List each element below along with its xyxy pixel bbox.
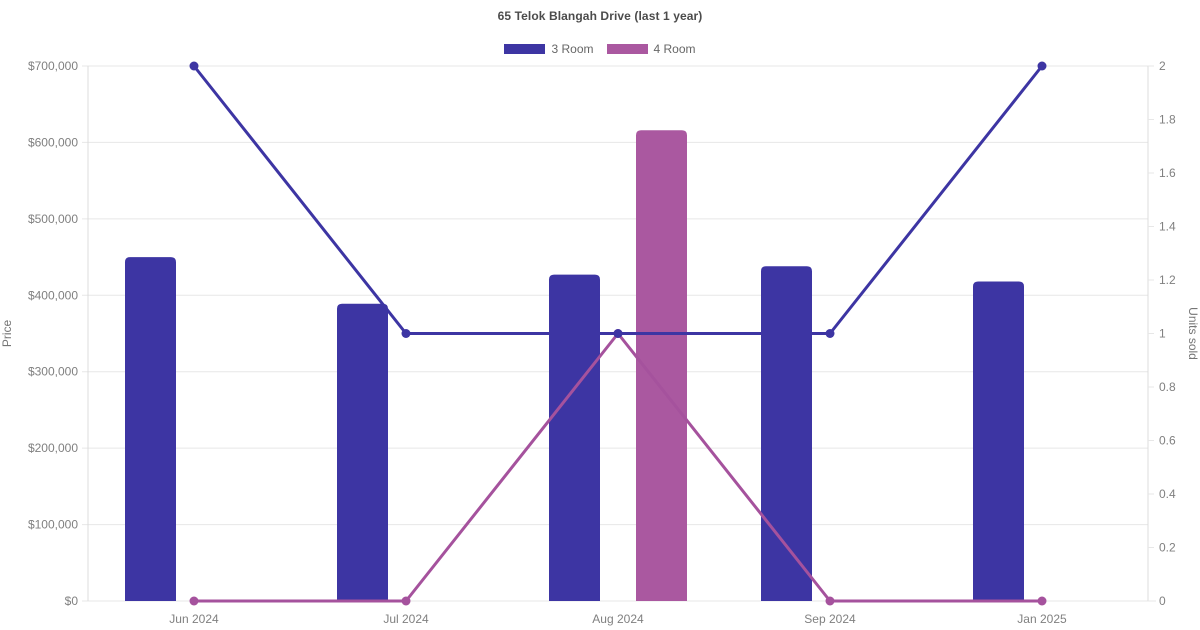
units-line-4-room [194,332,1042,603]
right-axis-tick-label: 2 [1159,59,1166,73]
price-bar-3-room[interactable] [761,266,812,601]
right-axis-tick-label: 0.8 [1159,380,1176,394]
axis-labels-layer: $0 $100,000 $200,000 $300,000 $400,000 $500,0… [28,59,1176,626]
left-axis-tick-label: $600,000 [28,135,78,149]
units-point-3-room[interactable] [189,61,199,71]
price-bar-3-room[interactable] [337,303,388,601]
legend-label-4-room: 4 Room [653,42,696,56]
left-axis-tick-label: $500,000 [28,212,78,226]
lines-layer [189,61,1047,606]
legend-swatch-4-room [606,44,648,54]
units-line-3-room [192,65,1044,335]
right-axis-tick-label: 1.6 [1159,166,1176,180]
price-bar-3-room[interactable] [125,257,176,601]
price-bar-3-room[interactable] [973,281,1024,601]
left-axis-tick-label: $300,000 [28,365,78,379]
right-axis-tick-label: 1 [1159,327,1166,341]
bars-layer [125,130,1024,601]
right-axis-tick-label: 0.4 [1159,487,1176,501]
chart-title: 65 Telok Blangah Drive (last 1 year) [497,9,703,23]
units-point-4-room[interactable] [825,596,835,606]
left-axis-title: Price [0,320,14,348]
right-axis-tick-label: 1.8 [1159,113,1176,127]
left-axis-tick-label: $400,000 [28,288,78,302]
right-axis-tick-label: 0.6 [1159,434,1176,448]
units-point-3-room[interactable] [401,329,411,338]
right-axis-tick-label: 0.2 [1159,541,1176,555]
right-axis-title: Units sold [1186,307,1200,360]
units-point-4-room[interactable] [401,596,411,606]
units-point-3-room[interactable] [613,329,623,338]
units-point-3-room[interactable] [825,329,835,338]
x-axis-category-label: Jan 2025 [1017,612,1067,626]
chart-legend: 3 Room 4 Room [0,42,1200,56]
right-axis-tick-label: 1.2 [1159,273,1176,287]
units-point-4-room[interactable] [189,596,199,606]
right-axis-tick-label: 1.4 [1159,220,1176,234]
legend-swatch-3-room [504,44,546,54]
legend-item-4-room[interactable]: 4 Room [606,42,696,56]
gridlines-layer [82,65,1156,602]
units-point-4-room[interactable] [1037,596,1047,606]
x-axis-category-label: Jul 2024 [383,612,429,626]
legend-label-3-room: 3 Room [551,42,594,56]
units-point-3-room[interactable] [1037,61,1047,71]
price-bar-3-room[interactable] [549,274,600,601]
left-axis-tick-label: $700,000 [28,59,78,73]
x-axis-category-label: Sep 2024 [804,612,856,626]
price-bar-4-room[interactable] [636,130,687,601]
left-axis-tick-label: $200,000 [28,441,78,455]
right-axis-tick-label: 0 [1159,594,1166,608]
left-axis-tick-label: $0 [65,594,79,608]
x-axis-category-label: Jun 2024 [169,612,219,626]
x-axis-category-label: Aug 2024 [592,612,644,626]
left-axis-tick-label: $100,000 [28,518,78,532]
legend-item-3-room[interactable]: 3 Room [504,42,594,56]
